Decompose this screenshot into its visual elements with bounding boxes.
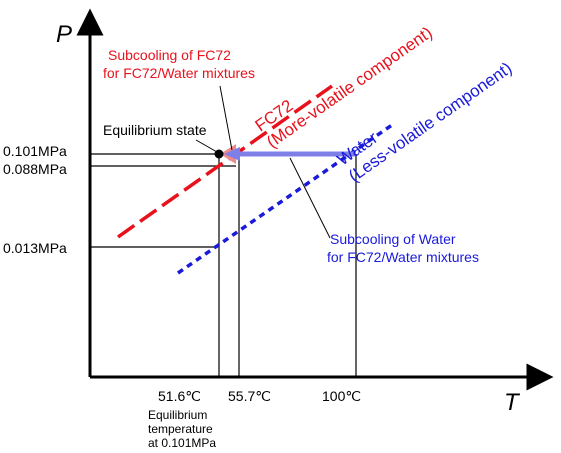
p-tick-0013: 0.013MPa [3, 240, 67, 256]
fc72-curve [116, 84, 334, 239]
p-tick-0101: 0.101MPa [3, 143, 67, 159]
equilibrium-state-label: Equilibrium state [103, 122, 207, 138]
water-subcooling-line1: Subcooling of Water [330, 231, 456, 247]
water-subcooling-line2: for FC72/Water mixtures [327, 249, 479, 265]
water-label: Water (Less-volatile component) [334, 59, 516, 186]
fc72-subcooling-line2: for FC72/Water mixtures [103, 65, 255, 81]
eq-temp-line1: Equilibrium [148, 408, 207, 422]
eq-temp-line3: at 0.101MPa [148, 436, 216, 450]
x-axis-label: T [504, 389, 521, 416]
eq-temp-line2: temperature [148, 422, 213, 436]
eq-state-leader [195, 139, 218, 153]
water-subcooling-arrowhead [224, 147, 240, 161]
fc72-subcooling-leader [219, 85, 233, 151]
p-tick-0088: 0.088MPa [3, 161, 67, 177]
t-tick-557: 55.7℃ [228, 388, 271, 404]
t-tick-516: 51.6℃ [158, 388, 201, 404]
fc72-subcooling-line1: Subcooling of FC72 [108, 47, 231, 63]
y-axis-label: P [56, 21, 72, 48]
t-tick-100: 100℃ [322, 388, 361, 404]
water-subcooling-leader [289, 157, 331, 239]
